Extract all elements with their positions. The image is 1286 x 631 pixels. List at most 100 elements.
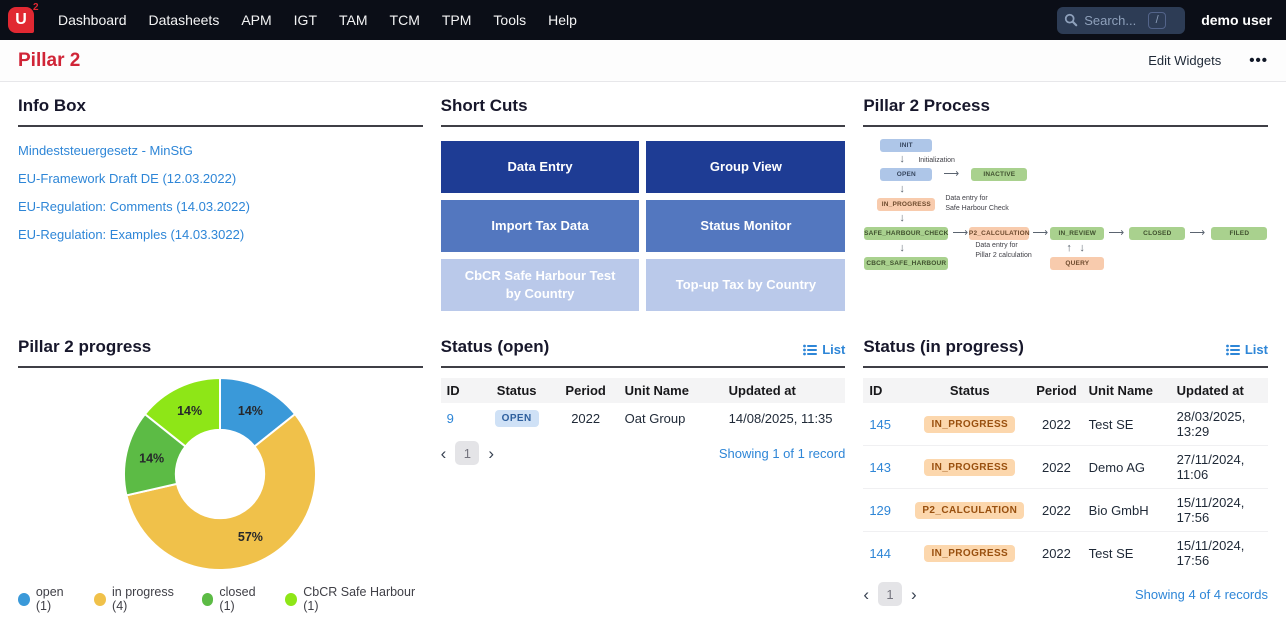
row-unit-name: Test SE xyxy=(1088,545,1134,561)
arrow-right-icon: ⟶ xyxy=(943,168,960,180)
legend-item[interactable]: in progress (4) xyxy=(94,585,185,613)
arrow-up-icon: ↑ xyxy=(1066,242,1072,254)
annotation-line: Safe Harbour Check xyxy=(945,204,1009,212)
info-link[interactable]: EU-Framework Draft DE (12.03.2022) xyxy=(18,171,237,186)
legend-label: open (1) xyxy=(35,585,64,613)
arrow-down-icon: ↓ xyxy=(899,153,905,165)
records-summary: Showing 4 of 4 records xyxy=(1135,586,1268,602)
widget-pillar2-process: Pillar 2 Process INIT ↓ Initialization O… xyxy=(863,96,1268,311)
nav-item-apm[interactable]: APM xyxy=(241,12,272,28)
nav-item-igt[interactable]: IGT xyxy=(293,12,318,28)
cbcr-safe-harbour-button[interactable]: CbCR Safe Harbour Test by Country xyxy=(440,259,640,311)
slice-percent-label: 14% xyxy=(139,451,164,465)
logo-u-icon: U xyxy=(8,7,34,33)
slice-percent-label: 14% xyxy=(177,404,202,418)
table-header-row: ID Status Period Unit Name Updated at xyxy=(440,378,846,403)
annotation-line: Data entry for xyxy=(975,242,1018,249)
page-number-button[interactable]: 1 xyxy=(878,582,902,606)
data-entry-button[interactable]: Data Entry xyxy=(440,141,640,193)
row-id-link[interactable]: 145 xyxy=(869,416,892,432)
legend-item[interactable]: closed (1) xyxy=(201,585,270,613)
page-number-button[interactable]: 1 xyxy=(455,441,480,465)
status-in-progress-list-link[interactable]: List xyxy=(1225,342,1268,357)
info-link[interactable]: EU-Regulation: Comments (14.03.2022) xyxy=(18,199,250,214)
pagination: ‹ 1 › xyxy=(441,441,494,465)
top-up-tax-button[interactable]: Top-up Tax by Country xyxy=(646,259,846,311)
user-menu[interactable]: demo user xyxy=(1201,12,1272,28)
status-in-progress-footer: ‹ 1 › Showing 4 of 4 records xyxy=(863,582,1268,606)
import-tax-data-button[interactable]: Import Tax Data xyxy=(440,200,640,252)
prev-page-button[interactable]: ‹ xyxy=(863,584,869,604)
arrow-down-icon: ↓ xyxy=(899,212,905,224)
legend-dot xyxy=(18,592,30,606)
process-node-filed: FILED xyxy=(1211,227,1268,240)
arrow-right-icon: ⟶ xyxy=(952,227,969,239)
global-search[interactable]: / xyxy=(1057,6,1186,34)
annotation-line: Data entry for xyxy=(945,195,988,202)
nav-item-tpm[interactable]: TPM xyxy=(441,12,472,28)
edit-widgets-button[interactable]: Edit Widgets xyxy=(1148,53,1222,68)
more-options-icon[interactable]: ••• xyxy=(1249,52,1268,69)
nav-item-datasheets[interactable]: Datasheets xyxy=(148,12,220,28)
logo-superscript: 2 xyxy=(33,2,39,13)
list-icon xyxy=(803,344,818,355)
nav-item-tools[interactable]: Tools xyxy=(493,12,527,28)
nav-item-tam[interactable]: TAM xyxy=(339,12,368,28)
nav-item-help[interactable]: Help xyxy=(548,12,577,28)
status-badge: OPEN xyxy=(494,410,539,427)
shortcut-grid: Data Entry Group View Import Tax Data St… xyxy=(440,141,846,311)
nav-item-dashboard[interactable]: Dashboard xyxy=(58,12,127,28)
page-title: Pillar 2 xyxy=(18,49,81,71)
row-period: 2022 xyxy=(1030,445,1083,489)
row-unit-name: Test SE xyxy=(1082,403,1171,446)
status-badge: P2_CALCULATION xyxy=(915,502,1025,519)
info-link[interactable]: EU-Regulation: Examples (14.03.3022) xyxy=(18,227,245,242)
process-node-safe-harbour-check: SAFE_HARBOUR_CHECK xyxy=(864,227,948,240)
process-title: Pillar 2 Process xyxy=(863,96,1268,127)
annotation-data-entry-shc: Data entry for Safe Harbour Check xyxy=(945,194,1008,214)
group-view-button[interactable]: Group View xyxy=(646,141,846,193)
info-links: Mindeststeuergesetz - MinStG EU-Framewor… xyxy=(18,127,423,242)
next-page-button[interactable]: › xyxy=(488,443,494,463)
row-updated-at: 15/11/2024, 17:56 xyxy=(1170,488,1268,532)
status-badge: IN_PROGRESS xyxy=(924,545,1016,562)
row-id-link[interactable]: 144 xyxy=(869,545,892,561)
col-header-id: ID xyxy=(863,378,910,403)
process-node-open: OPEN xyxy=(880,168,933,181)
status-open-list-link[interactable]: List xyxy=(803,342,845,357)
arrow-down-icon: ↓ xyxy=(899,183,905,195)
next-page-button[interactable]: › xyxy=(911,584,917,604)
process-node-init: INIT xyxy=(880,139,933,152)
row-period: 2022 xyxy=(1030,488,1083,532)
top-navbar: U 2 Dashboard Datasheets APM IGT TAM TCM… xyxy=(0,0,1286,40)
nav-item-tcm[interactable]: TCM xyxy=(389,12,420,28)
col-header-updated-at: Updated at xyxy=(722,378,846,403)
search-icon xyxy=(1065,13,1078,27)
legend-dot xyxy=(201,592,214,606)
process-node-cbcr-safe-harbour: CBCR_SAFE_HARBOUR xyxy=(864,257,949,270)
widget-status-open: Status (open) List ID Status Period Unit… xyxy=(440,337,846,613)
legend-item[interactable]: open (1) xyxy=(18,585,78,613)
prev-page-button[interactable]: ‹ xyxy=(440,443,447,463)
row-id-link[interactable]: 129 xyxy=(869,502,892,518)
info-link[interactable]: Mindeststeuergesetz - MinStG xyxy=(18,143,193,158)
annotation-line: Pillar 2 calculation xyxy=(975,251,1032,259)
search-input[interactable] xyxy=(1084,12,1143,28)
status-open-title: Status (open) xyxy=(440,337,550,356)
col-header-unit-name: Unit Name xyxy=(618,378,723,403)
donut-slice[interactable] xyxy=(125,412,317,571)
donut-slice[interactable] xyxy=(143,376,221,448)
col-header-updated-at: Updated at xyxy=(1170,378,1268,403)
status-monitor-button[interactable]: Status Monitor xyxy=(646,200,846,252)
col-header-status: Status xyxy=(480,378,553,403)
row-updated-at: 15/11/2024, 17:56 xyxy=(1176,538,1245,568)
page-header: Pillar 2 Edit Widgets ••• xyxy=(0,40,1286,82)
widget-pillar2-progress: Pillar 2 progress 14% 57% 14% 14% open (1) i… xyxy=(18,337,423,613)
legend-label: closed (1) xyxy=(219,585,256,613)
arrow-right-icon: ⟶ xyxy=(1108,227,1125,239)
row-id-link[interactable]: 143 xyxy=(869,459,892,475)
row-id-link[interactable]: 9 xyxy=(446,410,454,426)
app-logo[interactable]: U 2 xyxy=(8,2,44,35)
legend-item[interactable]: CbCR Safe Harbour (1) xyxy=(285,585,422,613)
nav-menu: Dashboard Datasheets APM IGT TAM TCM TPM… xyxy=(58,12,577,28)
